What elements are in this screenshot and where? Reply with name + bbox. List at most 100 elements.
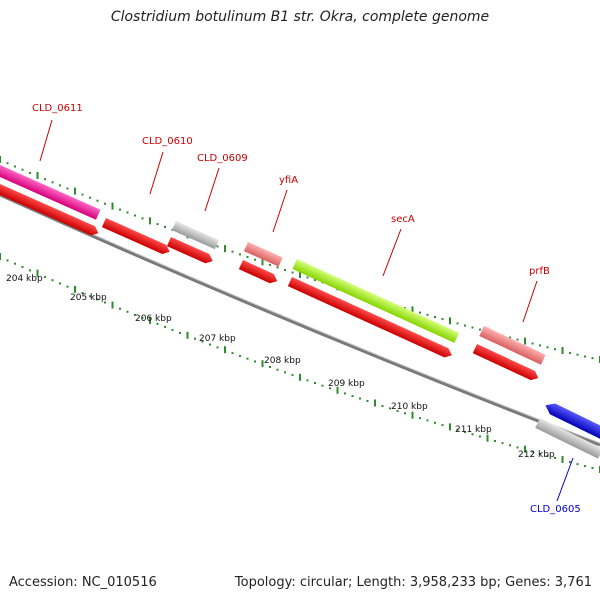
upper-minor-tick	[231, 250, 234, 253]
lower-minor-tick	[14, 262, 16, 265]
gene-secA[interactable]	[292, 259, 459, 343]
gene-red-3[interactable]	[166, 237, 215, 266]
upper-minor-tick	[21, 168, 24, 171]
lower-minor-tick	[464, 431, 466, 433]
kbp-label-208: 208 kbp	[264, 356, 301, 366]
lower-minor-tick	[164, 325, 166, 328]
upper-minor-tick	[156, 223, 159, 226]
gene-red-1[interactable]	[0, 179, 100, 238]
upper-minor-tick	[464, 324, 466, 327]
lower-minor-tick	[404, 412, 406, 415]
upper-major-tick	[111, 202, 114, 210]
lower-minor-tick	[584, 465, 586, 468]
gene-red-4[interactable]	[238, 260, 280, 286]
gene-CLD_0609[interactable]	[171, 221, 219, 250]
lower-major-tick	[374, 399, 376, 407]
upper-minor-tick	[509, 336, 511, 339]
lower-minor-tick	[471, 433, 474, 436]
upper-minor-tick	[246, 256, 249, 258]
upper-major-tick	[299, 271, 301, 278]
upper-minor-tick	[434, 316, 436, 318]
gene-red-2[interactable]	[101, 218, 172, 256]
leader-secA	[382, 228, 402, 277]
lower-minor-tick	[509, 444, 511, 447]
lower-minor-tick	[51, 279, 54, 282]
upper-minor-tick	[134, 214, 136, 217]
gene-CLD_0605[interactable]	[543, 400, 600, 442]
lower-minor-tick	[359, 397, 361, 400]
lower-minor-tick	[81, 292, 84, 294]
upper-minor-tick	[419, 311, 421, 314]
lower-minor-tick	[434, 421, 436, 424]
gene-red-6[interactable]	[472, 344, 541, 383]
gene-yfiA[interactable]	[243, 242, 283, 267]
upper-minor-tick	[119, 208, 121, 211]
upper-minor-tick	[44, 178, 46, 181]
label-CLD_0609: CLD_0609	[197, 153, 248, 164]
kbp-label-205: 205 kbp	[70, 293, 107, 303]
leader-CLD_0605	[556, 457, 574, 502]
lower-minor-tick	[231, 352, 234, 355]
lower-minor-tick	[21, 266, 24, 268]
upper-minor-tick	[239, 253, 241, 256]
label-yfiA: yfiA	[279, 175, 298, 186]
lower-minor-tick	[381, 405, 384, 407]
upper-minor-tick	[426, 313, 429, 316]
lower-major-tick	[74, 285, 76, 293]
kbp-label-212: 212 kbp	[518, 450, 555, 460]
upper-minor-tick	[576, 353, 579, 356]
lower-minor-tick	[539, 452, 541, 455]
lower-minor-tick	[479, 435, 481, 438]
kbp-label-206: 206 kbp	[135, 314, 172, 324]
lower-minor-tick	[531, 450, 534, 453]
upper-minor-tick	[456, 322, 459, 325]
lower-major-tick	[36, 269, 39, 277]
lower-minor-tick	[119, 307, 121, 310]
label-CLD_0605: CLD_0605	[530, 504, 581, 515]
lower-minor-tick	[441, 424, 444, 427]
upper-minor-tick	[104, 202, 106, 205]
lower-minor-tick	[209, 343, 211, 346]
upper-minor-tick	[404, 307, 406, 310]
upper-minor-tick	[29, 171, 31, 174]
upper-minor-tick	[291, 271, 294, 274]
genome-backbone	[0, 193, 600, 447]
lower-minor-tick	[351, 395, 354, 397]
upper-tick-track	[0, 156, 600, 363]
gene-prfB[interactable]	[479, 326, 546, 365]
lower-major-tick	[411, 411, 414, 419]
leader-yfiA	[272, 189, 288, 233]
lower-minor-tick	[194, 337, 196, 340]
upper-major-tick	[74, 187, 76, 195]
lower-minor-tick	[44, 275, 46, 278]
lower-major-tick	[486, 434, 489, 442]
accession-text: Accession: NC_010516	[9, 575, 157, 590]
upper-minor-tick	[591, 357, 594, 360]
lower-minor-tick	[426, 419, 429, 422]
leader-CLD_0609	[204, 167, 220, 212]
lower-minor-tick	[141, 316, 144, 319]
gene-gray-0606[interactable]	[535, 418, 600, 459]
gene-red-5[interactable]	[287, 277, 454, 360]
lower-minor-tick	[546, 454, 549, 457]
leader-prfB	[522, 280, 538, 323]
lower-minor-tick	[396, 409, 399, 412]
lower-minor-tick	[516, 446, 519, 449]
lower-minor-tick	[254, 360, 256, 363]
upper-minor-tick	[51, 181, 54, 184]
upper-minor-tick	[216, 245, 219, 248]
lower-minor-tick	[344, 392, 346, 395]
lower-minor-tick	[389, 407, 391, 410]
lower-minor-tick	[96, 298, 99, 301]
lower-minor-tick	[201, 340, 204, 343]
leader-CLD_0610	[149, 151, 164, 195]
lower-major-tick	[261, 360, 264, 368]
lower-minor-tick	[569, 461, 571, 464]
upper-minor-tick	[141, 217, 144, 220]
label-secA: secA	[391, 214, 415, 225]
gene-CLD_0611[interactable]	[0, 160, 101, 220]
upper-major-tick	[411, 306, 414, 314]
upper-minor-tick	[276, 266, 279, 269]
kbp-label-207: 207 kbp	[199, 334, 236, 344]
